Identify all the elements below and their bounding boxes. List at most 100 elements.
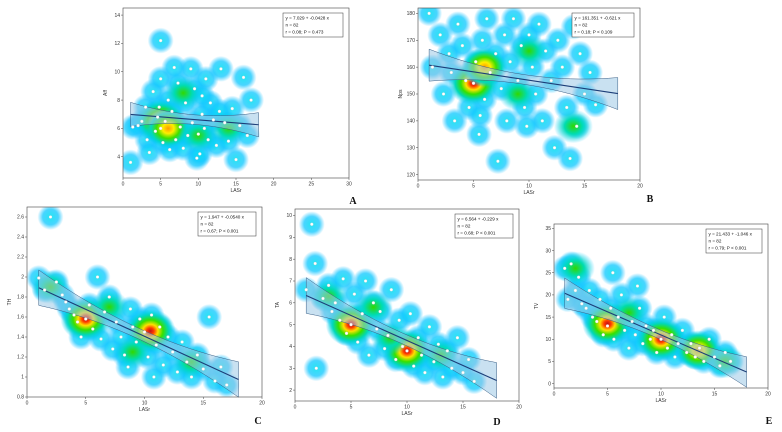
- panel-e-data-point: [670, 333, 674, 337]
- panel-b-data-point: [456, 22, 460, 26]
- panel-c-data-point: [225, 383, 229, 387]
- panel-e-data-point: [576, 275, 581, 279]
- panel-b-x-tick-label: 20: [637, 184, 643, 190]
- panel-a-y-tick-label: 12: [114, 41, 120, 47]
- panel-c-letter: C: [254, 416, 261, 427]
- panel-e-x-axis-label: LASr: [655, 398, 666, 404]
- panel-d-data-point: [400, 344, 405, 349]
- panel-a-data-point: [204, 77, 208, 81]
- panel-e-data-point: [601, 333, 605, 337]
- panel-c-data-point: [128, 307, 133, 311]
- panel-c-data-point: [152, 375, 156, 379]
- panel-d-data-point: [397, 318, 401, 322]
- panel-d-data-point: [321, 296, 325, 301]
- panel-a-data-point: [145, 138, 149, 142]
- panel-a-data-point: [136, 123, 140, 128]
- panel-a-data-point: [161, 140, 165, 145]
- panel-e-y-tick-label: 20: [545, 293, 551, 299]
- panel-b-data-point: [496, 159, 500, 163]
- panel-d-data-point: [445, 349, 449, 353]
- panel-d-data-point: [427, 325, 432, 329]
- panel-e-data-point: [655, 350, 659, 355]
- panel-e-data-point: [680, 328, 685, 333]
- panel-b-data-point: [530, 65, 534, 69]
- panel-c-data-point: [189, 375, 194, 379]
- panel-c-density-peak: [113, 335, 153, 369]
- panel-e-data-point: [605, 324, 610, 328]
- panel-a: 0 5 10 15 20 25 30 4 6 8 10 12 14 LASr Aff y = 7.029 + …: [103, 7, 357, 207]
- panel-d-data-point: [371, 301, 376, 305]
- panel-b-data-point: [427, 11, 431, 16]
- panel-b-data-point: [556, 38, 560, 42]
- panel-b-density-blob: [418, 8, 443, 27]
- panel-d-stats-line: r = 0.68; P < 0.001: [458, 231, 496, 236]
- panel-b-y-tick-label: 150: [407, 92, 416, 98]
- panel-e-stats-line: n = 82: [709, 239, 722, 244]
- panel-d-data-point: [405, 349, 409, 353]
- panel-b-density-peak: [509, 34, 549, 68]
- panel-b-data-point: [478, 113, 482, 118]
- panel-e-data-point: [728, 359, 733, 364]
- panel-a-y-tick-label: 6: [117, 126, 120, 132]
- panel-e-data-point: [648, 337, 652, 341]
- panel-c-data-point: [60, 293, 64, 297]
- panel-c-y-tick-label: 1.6: [17, 315, 24, 321]
- panel-b-data-point: [499, 86, 503, 91]
- panel-a-density-peak: [163, 76, 203, 110]
- panel-d-data-point: [330, 309, 334, 314]
- panel-a-data-point: [241, 75, 246, 80]
- panel-e-y-tick-label: 25: [545, 270, 551, 276]
- panel-e-y-tick-label: 10: [545, 337, 551, 343]
- panel-b-data-point: [452, 119, 457, 123]
- panel-d-stats-line: n = 82: [458, 224, 471, 229]
- panel-a-data-point: [159, 38, 163, 43]
- panel-e-x-tick-label: 5: [606, 392, 609, 398]
- panel-d-data-point: [461, 370, 465, 375]
- panel-d-data-point: [338, 318, 342, 322]
- panel-d-x-axis-label: LASr: [401, 411, 412, 417]
- panel-b-stats-line: n = 82: [575, 23, 588, 28]
- panel-a-y-axis-label: Aff: [103, 89, 109, 96]
- panel-a-data-point: [234, 157, 238, 162]
- panel-b-x-tick-label: 10: [526, 184, 532, 190]
- panel-d-y-tick-label: 7: [289, 279, 292, 285]
- panel-b-y-axis-label: Nps: [398, 89, 404, 98]
- panel-d-y-tick-label: 5: [289, 322, 292, 328]
- panel-a-data-point: [147, 150, 152, 155]
- panel-a-data-point: [189, 67, 193, 71]
- panel-c-x-tick-label: 10: [142, 401, 148, 407]
- panel-d-data-point: [326, 283, 331, 288]
- panel-e-data-point: [693, 355, 697, 359]
- panel-b-y-tick-label: 170: [407, 38, 416, 44]
- panel-d-stats-line: y = 6.564 + -0.229 x: [458, 217, 500, 222]
- panel-a-x-axis-label: LASr: [230, 188, 241, 194]
- panel-e-data-point: [651, 328, 656, 333]
- panel-e: 0 5 10 15 20 0 5 10 15 20 25 30 35 LASr TV y = 21.433 +…: [534, 223, 773, 427]
- panel-b-data-point: [474, 60, 478, 64]
- panel-a-data-point: [176, 81, 180, 85]
- panel-c-data-point: [175, 370, 180, 374]
- panel-e-x-tick-label: 10: [658, 392, 664, 398]
- panel-d-data-point: [367, 353, 371, 357]
- panel-e-data-point: [723, 350, 727, 355]
- panel-a-regression-line: [130, 113, 259, 126]
- panel-b-data-point: [519, 43, 523, 48]
- panel-c-stats-line: n = 82: [201, 222, 214, 227]
- panel-d-x-tick-label: 0: [294, 405, 297, 411]
- panel-e-data-point: [566, 297, 570, 302]
- panel-c-data-point: [72, 313, 76, 317]
- panel-e-data-point: [641, 342, 645, 346]
- panel-b-data-point: [560, 65, 564, 69]
- panel-e-data-point: [659, 337, 663, 341]
- panel-c-stats-line: y = 1.947 + -0.0540 x: [201, 215, 245, 220]
- panel-e-stats-box: [705, 228, 763, 254]
- panel-b-stats-line: y = 161.351 + -0.621 x: [575, 16, 622, 21]
- panel-b-data-point: [482, 97, 487, 102]
- panel-a-data-point: [206, 138, 210, 142]
- panel-a-data-point: [208, 101, 213, 105]
- panel-d-data-point: [472, 379, 476, 384]
- panel-d-x-tick-label: 15: [460, 405, 466, 411]
- panel-c-data-point: [122, 353, 127, 357]
- panel-b-data-point: [480, 38, 485, 42]
